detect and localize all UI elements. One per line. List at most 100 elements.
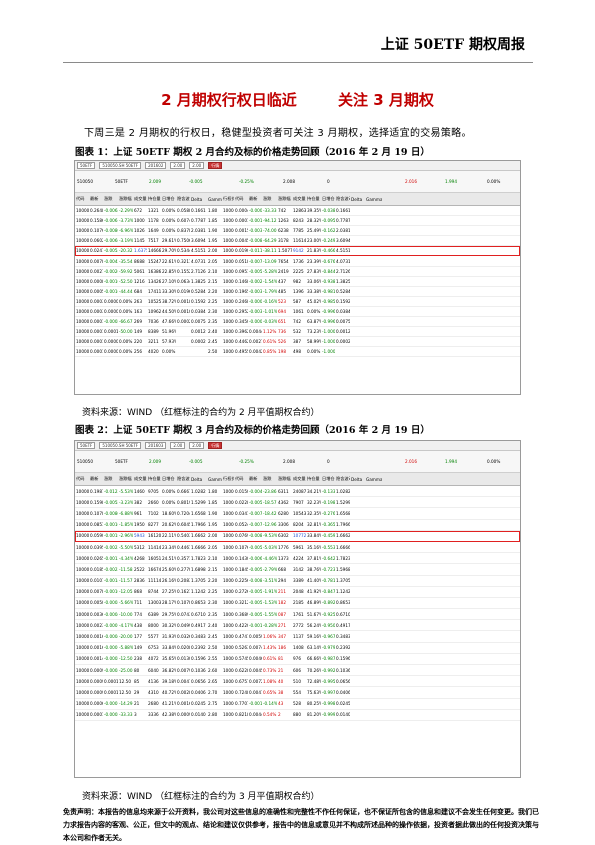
table-cell: 0.0634	[177, 278, 190, 284]
table-cell: 0.0050	[90, 600, 103, 606]
table-cell: 10000	[76, 656, 89, 662]
table-cell: 25.49%	[307, 228, 321, 234]
table-cell: 22.85%	[162, 268, 176, 274]
table-cell: 2.40	[208, 622, 218, 628]
table-cell: -1.000	[322, 349, 335, 355]
figure2-quote-table: 50ETF 510050.SH 50ETF 201603 2.00 2.00 行情 5100…	[74, 440, 521, 778]
table-cell: 29.75%	[162, 611, 176, 617]
table-row: 100000.0395-0.0023-5.50%53121141423.34%0…	[75, 542, 520, 554]
table-cell: 10000	[223, 329, 234, 335]
table-cell: -0.0082	[249, 578, 262, 584]
table-cell: 0.0045	[249, 667, 262, 673]
table-cell: 10000	[76, 611, 89, 617]
table-cell: 10000	[76, 278, 89, 284]
table-cell: 0.0016	[177, 701, 190, 707]
table-cell: 2.35	[208, 611, 218, 617]
table-cell: -0.14%	[263, 701, 277, 707]
table-cell: 6238	[278, 228, 289, 234]
table-row: 100000.0023-0.0001-4.17%438800030.32%0.0…	[75, 620, 520, 632]
column-header: 代码	[235, 196, 244, 201]
table-cell: 220	[134, 339, 142, 345]
toolbar-field[interactable]: 201602	[145, 162, 167, 169]
table-cell: -0.0026	[104, 268, 118, 274]
table-cell: 10000	[223, 228, 234, 234]
table-cell: 0.1078	[90, 510, 103, 516]
table-cell: -0.0016	[249, 218, 262, 224]
table-cell: 0.0247	[90, 248, 103, 254]
table-cell: 7517	[148, 238, 159, 244]
toolbar-field[interactable]: 2.00	[170, 442, 186, 449]
table-cell: 10000	[76, 533, 89, 539]
table-cell: -0.0078	[249, 522, 262, 528]
underlying-low: 1.994	[445, 179, 457, 184]
toolbar-field[interactable]: 2.00	[170, 162, 186, 169]
table-row: 100000.0078-0.0010-12.05868874427.25%0.1…	[75, 587, 520, 598]
table-cell: 0.0265	[90, 555, 103, 561]
table-cell: -1.85%	[119, 522, 133, 528]
table-cell: 10000	[76, 238, 89, 244]
toolbar-field[interactable]: 50ETF	[77, 442, 96, 449]
toolbar-field[interactable]: 50ETF	[77, 162, 96, 169]
table-cell: 1.6568	[336, 510, 350, 516]
table-cell: -0.0018	[104, 533, 118, 539]
underlying-pct: -0.25%	[239, 179, 254, 184]
table-cell: 1321	[148, 208, 159, 214]
table-cell: 38	[278, 689, 284, 695]
table-cell: -0.985	[322, 298, 335, 304]
table-cell: 10000	[223, 238, 234, 244]
table-cell: 0.0196	[177, 288, 190, 294]
table-cell: 528	[293, 701, 301, 707]
table-cell: 742	[278, 208, 286, 214]
table-cell: -0.16%	[263, 298, 277, 304]
table-cell: 7907	[293, 499, 304, 505]
table-cell: -0.0035	[249, 288, 262, 294]
table-cell: 21	[278, 667, 284, 673]
table-row: 100000.00010.0001-50.00149838951.96%0.00…	[75, 327, 520, 338]
table-cell: 10000	[76, 248, 89, 254]
toolbar-field[interactable]: 510050.SH 50ETF	[99, 162, 142, 169]
table-cell: 0.00%	[307, 349, 321, 355]
table-cell: -0.998	[322, 701, 335, 707]
table-cell: 23.00%	[307, 238, 321, 244]
underlying-cell: 2.009	[147, 171, 187, 192]
toolbar-field[interactable]: 行情	[208, 162, 223, 169]
table-cell: 0.7707	[235, 701, 248, 707]
table-cell: 0.0245	[191, 701, 206, 707]
table-cell: 0.0228	[235, 499, 248, 505]
table-cell: 2.15	[208, 278, 218, 284]
column-header: Delta	[191, 476, 203, 482]
table-cell: 1.6898	[191, 566, 206, 572]
quote-toolbar: 50ETF 510050.SH 50ETF 201602 2.00 2.00 行情	[75, 161, 520, 171]
table-cell: 80.25%	[307, 701, 321, 707]
table-row: 100000.0107-0.0014-11.5728361111426.16%0…	[75, 576, 520, 587]
table-row: 100000.0005-0.0016-44.446841741133.30%0.…	[75, 287, 520, 297]
table-cell: 0.0951	[235, 268, 248, 274]
table-cell: 0.7506	[177, 238, 190, 244]
table-cell: 4136	[148, 678, 159, 684]
table-cell: 0.1586	[90, 218, 103, 224]
toolbar-field[interactable]: 201603	[145, 442, 167, 449]
table-cell: 7654	[278, 258, 289, 264]
table-cell: 0.00%	[119, 298, 133, 304]
quote-toolbar: 50ETF 510050.SH 50ETF 201603 2.00 2.00 行情	[75, 441, 520, 451]
table-cell: 11414	[148, 544, 161, 550]
atm-highlight-row: 100000.0247-0.0053-20.321.63751466629.70…	[75, 246, 520, 257]
table-cell: 0.1661	[191, 208, 206, 214]
table-cell: 0.0524	[235, 522, 248, 528]
toolbar-field[interactable]: 2.00	[189, 442, 205, 449]
table-cell: 41.92%	[307, 589, 321, 595]
toolbar-field[interactable]: 2.00	[189, 162, 205, 169]
table-cell: 2.65	[208, 678, 218, 684]
table-cell: 2.10	[208, 555, 218, 561]
table-cell: 0.2392	[336, 645, 350, 651]
table-row: 100000.0014-0.0002-12.50238407235.65%0.0…	[75, 654, 520, 665]
table-cell: 2680	[148, 701, 159, 707]
table-row: 100000.0851-0.0016-1.85%1950827720.62%0.…	[75, 520, 520, 531]
toolbar-field[interactable]: 行情	[208, 442, 223, 449]
table-cell: -0.0037	[249, 228, 262, 234]
table-cell: -11.58	[119, 566, 133, 572]
table-cell: 12.50	[119, 678, 131, 684]
toolbar-field[interactable]: 510050.SH 50ETF	[99, 442, 142, 449]
table-cell: -10.00	[119, 611, 133, 617]
